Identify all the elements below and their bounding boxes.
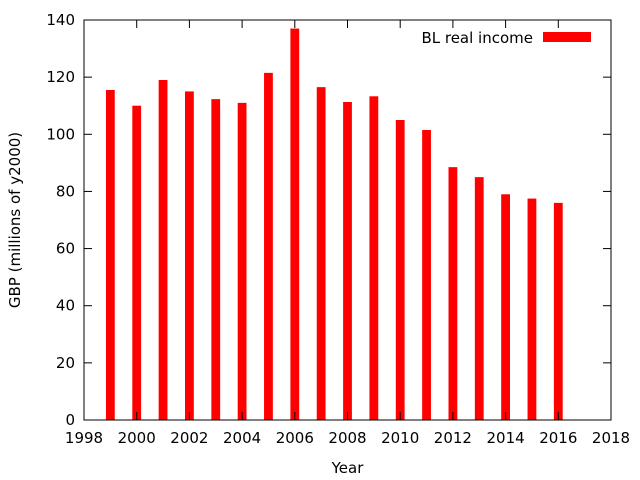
x-tick-label: 1998	[65, 429, 103, 447]
x-tick-label: 2004	[223, 429, 261, 447]
bar-2006	[290, 28, 300, 420]
x-tick-label: 2002	[170, 429, 208, 447]
x-tick-label: 2016	[539, 429, 577, 447]
bar-2000	[132, 105, 142, 421]
x-tick-label: 2012	[434, 429, 472, 447]
bar-2009	[369, 96, 379, 420]
bar-2012	[448, 167, 458, 420]
bar-2002	[185, 91, 194, 421]
x-tick-label: 2014	[487, 429, 525, 447]
tick-marks	[83, 19, 612, 421]
bars	[105, 28, 563, 421]
y-axis-title: GBP (millions of y2000)	[6, 132, 24, 308]
bar-2016	[553, 202, 563, 420]
y-tick-label: 20	[56, 354, 75, 372]
y-tick-label: 60	[56, 240, 75, 258]
y-tick-label: 120	[46, 68, 75, 86]
x-axis-title: Year	[331, 459, 365, 477]
y-tick-label: 100	[46, 125, 75, 143]
bar-2013	[474, 177, 484, 420]
bar-2015	[527, 198, 537, 420]
x-tick-label: 2010	[381, 429, 419, 447]
bar-2005	[264, 72, 273, 421]
bar-2010	[395, 120, 405, 420]
y-tick-label: 40	[56, 297, 75, 315]
bar-2001	[158, 80, 168, 420]
y-tick-label: 140	[46, 11, 75, 29]
legend-label: BL real income	[421, 29, 533, 47]
tick-labels: 1998 2000 2002 2004 2006 2008 2010 2012 2014 2016…	[46, 11, 630, 447]
y-tick-label: 80	[56, 182, 75, 200]
bar-2014	[501, 194, 510, 420]
legend-swatch	[543, 32, 591, 42]
bar-2004	[237, 102, 247, 421]
bar-2008	[343, 102, 352, 420]
bar-2011	[422, 130, 431, 420]
x-tick-label: 2000	[118, 429, 156, 447]
bar-2007	[316, 87, 326, 420]
x-tick-label: 2006	[276, 429, 314, 447]
bar-2003	[211, 99, 221, 420]
x-tick-label: 2008	[328, 429, 366, 447]
y-tick-label: 0	[65, 411, 75, 429]
x-tick-label: 2018	[592, 429, 630, 447]
legend: BL real income	[421, 29, 591, 47]
bar-1999	[105, 90, 115, 420]
